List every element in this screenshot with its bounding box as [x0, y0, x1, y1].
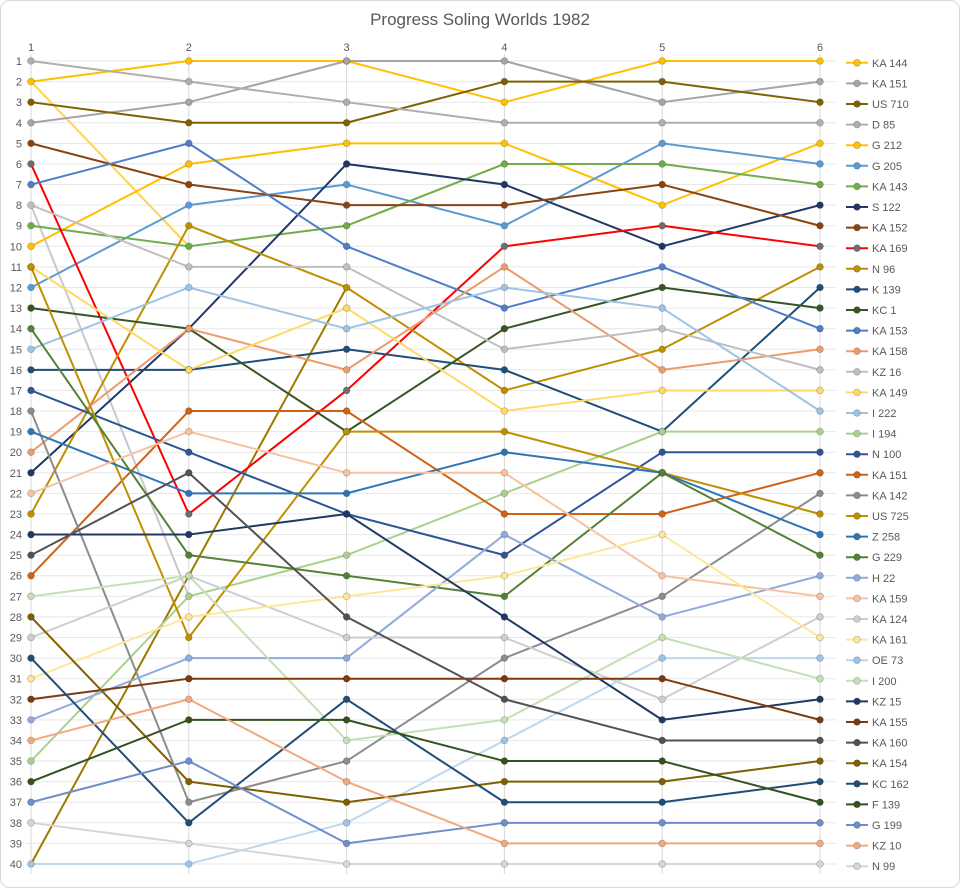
- svg-text:KA 161: KA 161: [872, 635, 907, 647]
- svg-text:KA 155: KA 155: [872, 717, 907, 729]
- svg-text:29: 29: [10, 633, 22, 645]
- svg-text:15: 15: [10, 344, 22, 356]
- svg-text:1: 1: [16, 56, 22, 68]
- svg-text:I 194: I 194: [872, 429, 896, 441]
- svg-text:KC 1: KC 1: [872, 305, 896, 317]
- svg-text:20: 20: [10, 447, 22, 459]
- svg-text:KA 142: KA 142: [872, 490, 907, 502]
- svg-text:33: 33: [10, 715, 22, 727]
- svg-text:G 212: G 212: [872, 140, 902, 152]
- svg-text:KA 159: KA 159: [872, 593, 907, 605]
- svg-text:KA 151: KA 151: [872, 470, 907, 482]
- svg-text:US 725: US 725: [872, 511, 909, 523]
- svg-text:26: 26: [10, 571, 22, 583]
- svg-text:Progress Soling Worlds 1982: Progress Soling Worlds 1982: [370, 10, 590, 29]
- svg-text:G 199: G 199: [872, 820, 902, 832]
- svg-text:F 139: F 139: [872, 799, 900, 811]
- svg-text:2: 2: [186, 42, 192, 54]
- svg-text:18: 18: [10, 406, 22, 418]
- svg-text:Z 258: Z 258: [872, 532, 900, 544]
- svg-text:3: 3: [344, 42, 350, 54]
- svg-text:KA 149: KA 149: [872, 387, 907, 399]
- svg-text:KA 124: KA 124: [872, 614, 907, 626]
- svg-text:25: 25: [10, 550, 22, 562]
- svg-text:KA 160: KA 160: [872, 738, 907, 750]
- svg-text:G 229: G 229: [872, 552, 902, 564]
- svg-text:K 139: K 139: [872, 284, 901, 296]
- svg-text:12: 12: [10, 283, 22, 295]
- svg-text:36: 36: [10, 777, 22, 789]
- svg-text:14: 14: [10, 324, 22, 336]
- svg-text:KA 153: KA 153: [872, 326, 907, 338]
- svg-text:KA 151: KA 151: [872, 78, 907, 90]
- svg-text:34: 34: [10, 736, 22, 748]
- svg-text:5: 5: [16, 138, 22, 150]
- svg-text:38: 38: [10, 818, 22, 830]
- svg-text:6: 6: [817, 42, 823, 54]
- svg-text:3: 3: [16, 97, 22, 109]
- svg-text:5: 5: [659, 42, 665, 54]
- svg-text:H 22: H 22: [872, 573, 895, 585]
- svg-text:D 85: D 85: [872, 120, 895, 132]
- svg-text:8: 8: [16, 200, 22, 212]
- svg-text:16: 16: [10, 365, 22, 377]
- svg-text:13: 13: [10, 303, 22, 315]
- svg-text:KZ 15: KZ 15: [872, 696, 901, 708]
- svg-text:4: 4: [16, 118, 22, 130]
- svg-text:G 205: G 205: [872, 161, 902, 173]
- svg-text:30: 30: [10, 653, 22, 665]
- svg-text:KA 144: KA 144: [872, 58, 907, 70]
- svg-text:OE 73: OE 73: [872, 655, 903, 667]
- svg-text:40: 40: [10, 859, 22, 871]
- svg-text:I 200: I 200: [872, 676, 896, 688]
- svg-text:I 222: I 222: [872, 408, 896, 420]
- svg-text:39: 39: [10, 838, 22, 850]
- svg-text:24: 24: [10, 530, 22, 542]
- svg-text:KZ 10: KZ 10: [872, 841, 901, 853]
- svg-text:1: 1: [28, 42, 34, 54]
- svg-text:N 96: N 96: [872, 264, 895, 276]
- svg-text:KZ 16: KZ 16: [872, 367, 901, 379]
- svg-text:KA 158: KA 158: [872, 346, 907, 358]
- svg-text:6: 6: [16, 159, 22, 171]
- svg-text:KA 169: KA 169: [872, 243, 907, 255]
- svg-text:19: 19: [10, 427, 22, 439]
- svg-text:21: 21: [10, 468, 22, 480]
- svg-text:35: 35: [10, 756, 22, 768]
- svg-text:2: 2: [16, 77, 22, 89]
- svg-text:KA 143: KA 143: [872, 181, 907, 193]
- svg-text:N 100: N 100: [872, 449, 901, 461]
- svg-text:22: 22: [10, 488, 22, 500]
- svg-text:9: 9: [16, 221, 22, 233]
- svg-text:KA 154: KA 154: [872, 758, 907, 770]
- svg-text:10: 10: [10, 241, 22, 253]
- svg-text:28: 28: [10, 612, 22, 624]
- svg-text:US 710: US 710: [872, 99, 909, 111]
- svg-text:KC 162: KC 162: [872, 779, 909, 791]
- svg-text:7: 7: [16, 180, 22, 192]
- svg-text:37: 37: [10, 797, 22, 809]
- svg-text:S 122: S 122: [872, 202, 901, 214]
- svg-text:KA 152: KA 152: [872, 223, 907, 235]
- svg-text:17: 17: [10, 385, 22, 397]
- svg-text:23: 23: [10, 509, 22, 521]
- svg-text:N 99: N 99: [872, 861, 895, 873]
- svg-text:4: 4: [501, 42, 507, 54]
- svg-text:11: 11: [11, 262, 22, 274]
- svg-text:31: 31: [10, 674, 22, 686]
- svg-text:32: 32: [10, 694, 22, 706]
- svg-text:27: 27: [10, 591, 22, 603]
